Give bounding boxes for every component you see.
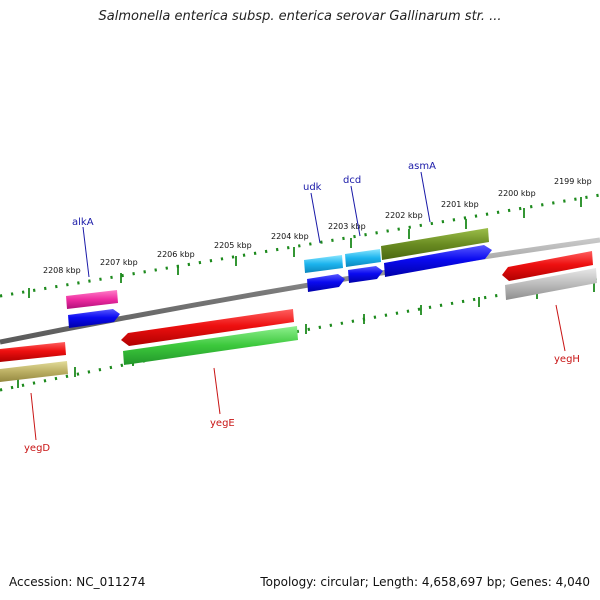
gene-yegH-bar[interactable] <box>502 251 593 281</box>
cds-dcd-arrow[interactable] <box>348 266 383 283</box>
tick-label-2206: 2206 kbp <box>157 250 195 259</box>
gene-yegD-bar[interactable] <box>0 342 66 362</box>
tick-label-2204: 2204 kbp <box>271 232 309 241</box>
gene-yegE-bar[interactable] <box>121 309 294 346</box>
cds-yegE-bar[interactable] <box>123 326 298 365</box>
outer-tick-ring <box>0 193 600 298</box>
gene-udk-bar[interactable] <box>304 255 343 273</box>
cds-asmA-arrow[interactable] <box>384 245 492 277</box>
tick-label-2205: 2205 kbp <box>214 241 252 250</box>
leader-udk <box>310 192 321 244</box>
leader-dcd <box>350 185 361 237</box>
tick-label-2199: 2199 kbp <box>554 177 592 186</box>
gene-alkA-bar[interactable] <box>66 290 118 309</box>
tick-label-2208: 2208 kbp <box>43 266 81 275</box>
gene-label-yegH[interactable]: yegH <box>554 354 580 365</box>
tick-label-2203: 2203 kbp <box>328 222 366 231</box>
gene-label-udk[interactable]: udk <box>303 182 322 193</box>
accession-label: Accession: NC_011274 <box>9 575 146 589</box>
gene-label-asmA[interactable]: asmA <box>408 161 436 172</box>
cds-yegH-bar[interactable] <box>505 268 597 300</box>
gene-dcd-bar[interactable] <box>345 249 381 267</box>
cds-udk-arrow[interactable] <box>307 274 345 292</box>
genome-title: Salmonella enterica subsp. enterica sero… <box>98 9 502 24</box>
leader-yegE <box>213 367 221 415</box>
tick-label-2207: 2207 kbp <box>100 258 138 267</box>
leader-alkA <box>82 226 90 278</box>
tick-label-2200: 2200 kbp <box>498 189 536 198</box>
leader-yegD <box>30 392 37 441</box>
tick-label-2201: 2201 kbp <box>441 200 479 209</box>
gene-label-dcd[interactable]: dcd <box>343 175 361 186</box>
cds-yegD-bar[interactable] <box>0 361 68 382</box>
tick-label-2202: 2202 kbp <box>385 211 423 220</box>
leader-asmA <box>420 171 431 223</box>
genome-summary: Topology: circular; Length: 4,658,697 bp… <box>260 575 590 589</box>
cds-alkA-arrow[interactable] <box>68 309 120 328</box>
gene-label-yegE[interactable]: yegE <box>210 418 235 429</box>
gene-label-alkA[interactable]: alkA <box>72 217 94 228</box>
gene-label-yegD[interactable]: yegD <box>24 443 50 454</box>
leader-yegH <box>555 304 566 352</box>
gene-asmA-bar[interactable] <box>381 228 489 260</box>
